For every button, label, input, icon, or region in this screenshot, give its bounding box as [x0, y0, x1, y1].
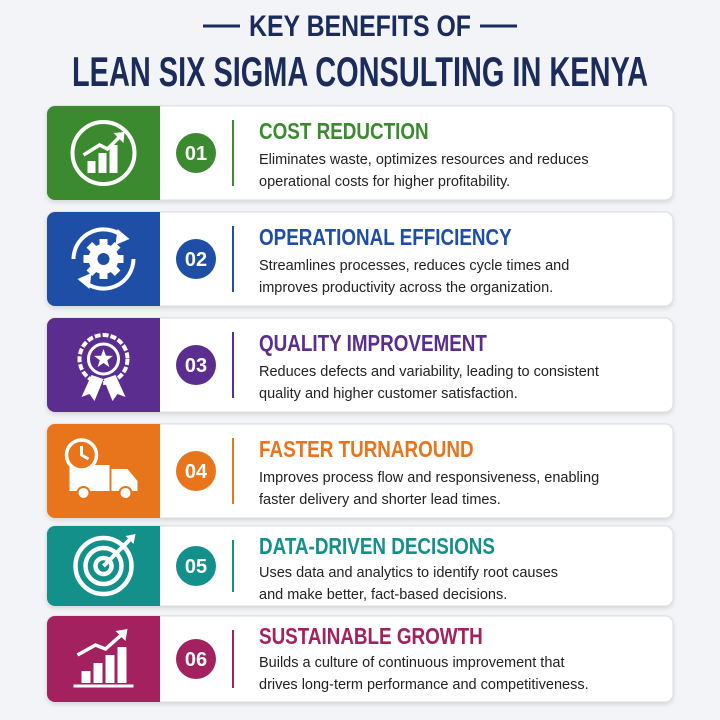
benefit-card: 01 COST REDUCTION Eliminates waste, optimi… — [46, 105, 674, 201]
card-accent — [47, 616, 160, 702]
benefit-description: quality and higher customer satisfaction… — [259, 386, 518, 402]
icon — [118, 486, 133, 500]
benefit-description: Uses data and analytics to identify root… — [259, 565, 558, 581]
icon — [115, 229, 130, 245]
icon — [87, 342, 120, 376]
benefit-title: DATA-DRIVEN DECISIONS — [259, 534, 495, 559]
icon — [115, 629, 128, 641]
number-badge — [176, 345, 216, 385]
icon — [82, 258, 136, 291]
icon — [80, 446, 90, 461]
benefit-card: 04 FASTER TURNAROUND Improves process flow… — [46, 423, 674, 519]
title-group: QUALITY IMPROVEMENT — [259, 331, 487, 356]
icon — [77, 333, 130, 385]
benefit-description: Eliminates waste, optimizes resources an… — [259, 152, 589, 168]
title-group: FASTER TURNAROUND — [259, 437, 474, 462]
number-badge — [176, 546, 216, 586]
benefit-description: Streamlines processes, reduces cycle tim… — [259, 258, 569, 274]
benefit-title: SUSTAINABLE GROWTH — [259, 624, 483, 649]
icon — [82, 133, 123, 157]
icon — [117, 647, 127, 683]
title-group: OPERATIONAL EFFICIENCY — [259, 225, 512, 250]
number: 02 — [185, 249, 207, 271]
benefit-description: Builds a culture of continuous improveme… — [259, 655, 564, 671]
icon — [83, 545, 124, 587]
icon — [93, 555, 114, 577]
benefit-card: 06 SUSTAINABLE GROWTH Builds a culture of … — [46, 615, 674, 703]
icon — [76, 631, 125, 657]
icon — [73, 535, 134, 597]
number-badge — [176, 451, 216, 491]
icon — [113, 132, 125, 143]
benefit-card: 05 DATA-DRIVEN DECISIONS Uses data and ana… — [46, 525, 674, 607]
icon — [109, 145, 118, 173]
icon — [94, 349, 113, 368]
benefit-description: operational costs for higher profitabili… — [259, 174, 510, 190]
icon — [111, 469, 138, 491]
benefit-title: FASTER TURNAROUND — [259, 437, 474, 462]
benefit-description: Improves process flow and responsiveness… — [259, 470, 599, 486]
number: 04 — [185, 461, 208, 483]
benefit-description: faster delivery and shorter lead times. — [259, 492, 501, 508]
benefit-list: 01 COST REDUCTION Eliminates waste, optimi… — [46, 105, 674, 703]
icon — [125, 534, 136, 544]
title-group: DATA-DRIVEN DECISIONS — [259, 534, 495, 559]
icon — [71, 227, 125, 260]
icon — [98, 153, 107, 173]
benefit-card: 03 QUALITY IMPROVEMENT Reduces defects and… — [46, 317, 674, 413]
title-line-1: KEY BENEFITS OF — [249, 10, 471, 43]
icon — [93, 663, 103, 683]
number: 05 — [185, 556, 207, 578]
benefit-title: OPERATIONAL EFFICIENCY — [259, 225, 512, 250]
icon — [76, 486, 91, 500]
icon — [87, 161, 96, 173]
benefit-description: Reduces defects and variability, leading… — [259, 364, 599, 380]
icon — [105, 655, 115, 683]
number-badge — [176, 639, 216, 679]
number: 01 — [185, 143, 207, 165]
icon — [99, 271, 108, 279]
number-badge — [176, 133, 216, 173]
benefit-title: QUALITY IMPROVEMENT — [259, 331, 487, 356]
benefit-card: 02 OPERATIONAL EFFICIENCY Streamlines proc… — [46, 211, 674, 307]
icon — [70, 120, 137, 186]
title-group: SUSTAINABLE GROWTH — [259, 624, 483, 649]
card-accent — [47, 318, 160, 412]
benefit-description: improves productivity across the organiz… — [259, 280, 553, 296]
title-line-2: LEAN SIX SIGMA CONSULTING IN KENYA — [72, 48, 648, 95]
icon — [102, 538, 131, 568]
number-badge — [176, 239, 216, 279]
icon — [81, 671, 91, 683]
number: 06 — [185, 649, 207, 671]
icon — [97, 253, 110, 265]
number: 03 — [185, 355, 207, 377]
benefit-description: and make better, fact-based decisions. — [259, 587, 507, 603]
benefit-description: drives long-term performance and competi… — [259, 677, 589, 693]
icon — [77, 273, 92, 289]
title-group: COST REDUCTION — [259, 119, 429, 144]
icon — [99, 239, 108, 247]
benefit-title: COST REDUCTION — [259, 119, 429, 144]
